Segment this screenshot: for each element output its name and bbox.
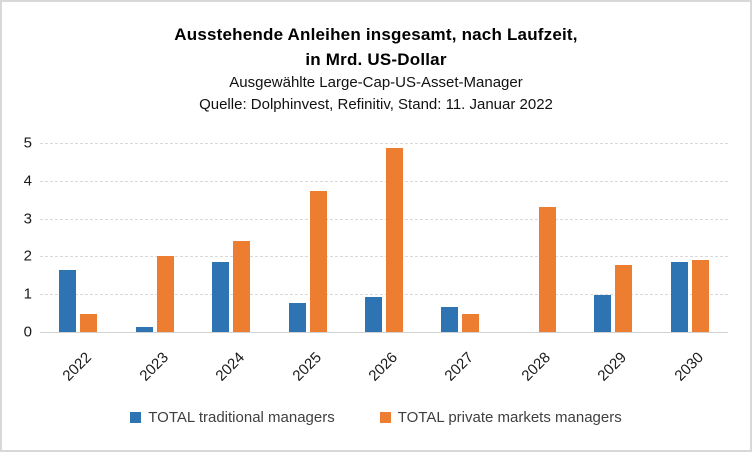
x-tick-label-2029: 2029: [594, 349, 631, 385]
chart-source-line: Quelle: Dolphinvest, Refinitiv, Stand: 1…: [199, 96, 553, 113]
y-tick-label-0: 0: [23, 323, 32, 341]
bar-group-2025: [269, 143, 345, 332]
x-tick-label-2024: 2024: [212, 349, 249, 385]
bar-2024-private: [233, 240, 251, 332]
bar-2029-traditional: [594, 294, 612, 332]
bar-2025-private: [309, 191, 327, 332]
x-tick-label-2030: 2030: [671, 349, 707, 385]
bar-2030-traditional: [670, 262, 688, 332]
legend: TOTAL traditional managers TOTAL private …: [2, 409, 750, 426]
bar-2027-private: [462, 314, 480, 332]
bar-2024-traditional: [212, 262, 230, 332]
gridline-y0: [40, 332, 728, 333]
x-tick-label-2023: 2023: [136, 349, 172, 385]
chart-title-line-2: in Mrd. US-Dollar: [305, 50, 447, 69]
bar-2023-private: [156, 255, 174, 332]
bar-group-2027: [422, 143, 498, 332]
x-axis: 2022 2023 2024 2025 2026 2027 2028 2029 2030: [40, 332, 728, 402]
bar-2028-private: [538, 206, 556, 332]
bar-group-2026: [346, 143, 422, 332]
gridline-y1: [40, 294, 728, 296]
plot-area: [40, 143, 728, 333]
bar-group-2029: [575, 143, 651, 332]
chart-title-block: Ausstehende Anleihen insgesamt, nach Lau…: [2, 22, 750, 116]
bar-2022-private: [80, 313, 98, 332]
y-tick-label-3: 3: [23, 210, 32, 228]
gridline-y4: [40, 180, 728, 182]
x-tick-label-2022: 2022: [59, 349, 96, 385]
legend-item-private: TOTAL private markets managers: [379, 409, 622, 426]
x-tick-label-2025: 2025: [288, 349, 325, 385]
legend-swatch-icon: [130, 412, 142, 423]
y-axis: 0 1 2 3 4 5: [2, 135, 32, 341]
chart-title-line-1: Ausstehende Anleihen insgesamt, nach Lau…: [174, 25, 578, 44]
legend-swatch-icon: [379, 412, 391, 423]
bar-2022-traditional: [59, 269, 77, 332]
bar-2025-traditional: [288, 302, 306, 332]
bar-group-2022: [40, 143, 116, 332]
bar-2027-traditional: [441, 306, 459, 332]
legend-label: TOTAL traditional managers: [148, 409, 335, 426]
bar-group-2030: [652, 143, 728, 332]
bar-group-2024: [193, 143, 269, 332]
x-tick-label-2027: 2027: [441, 349, 478, 385]
bar-2029-private: [615, 265, 633, 332]
bar-2026-traditional: [364, 296, 382, 332]
y-tick-label-5: 5: [23, 134, 32, 152]
gridline-y2: [40, 256, 728, 258]
legend-item-traditional: TOTAL traditional managers: [130, 409, 335, 426]
bar-group-2023: [116, 143, 192, 332]
x-tick-label-2026: 2026: [365, 349, 402, 385]
y-tick-label-4: 4: [23, 172, 32, 190]
legend-label: TOTAL private markets managers: [397, 409, 622, 426]
bar-group-2028: [499, 143, 575, 332]
gridline-y3: [40, 218, 728, 220]
y-tick-label-2: 2: [23, 247, 32, 265]
chart-subtitle: Ausgewählte Large-Cap-US-Asset-Manager: [229, 74, 523, 91]
x-tick-label-2028: 2028: [518, 349, 554, 385]
bar-2023-traditional: [135, 327, 153, 332]
bar-groups: [40, 143, 728, 332]
gridline-y5: [40, 143, 728, 144]
bar-2030-private: [691, 259, 709, 332]
y-tick-label-1: 1: [23, 285, 32, 303]
bar-2026-private: [385, 147, 403, 332]
